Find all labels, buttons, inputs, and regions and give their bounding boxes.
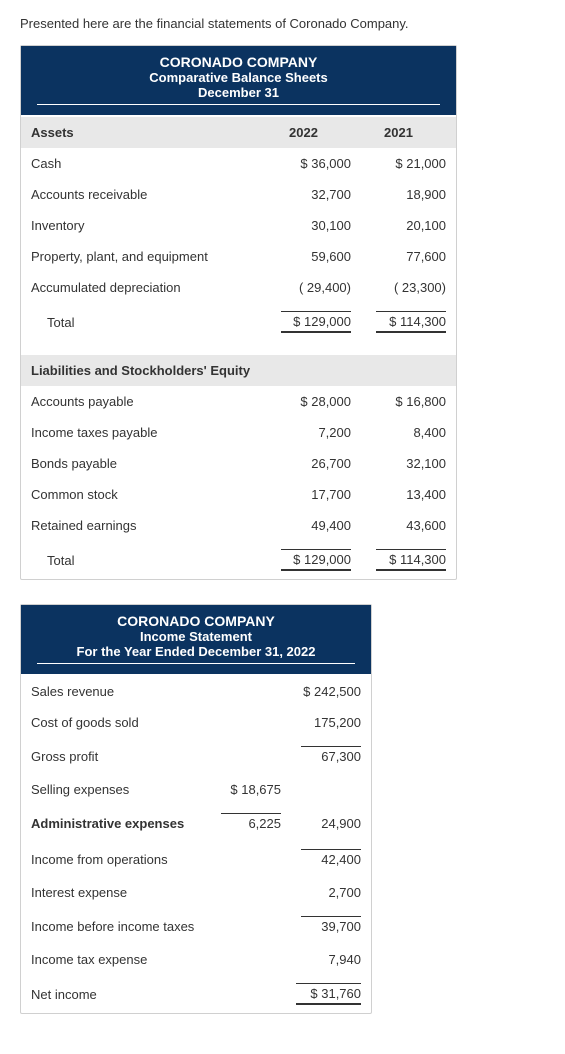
row-c2: 39,700 xyxy=(281,916,361,936)
table-row: Gross profit 67,300 xyxy=(21,738,371,774)
assets-heading: Assets xyxy=(31,125,256,140)
table-row-total: Net income $ 31,760 xyxy=(21,975,371,1013)
row-label: Interest expense xyxy=(31,885,206,900)
table-row: Sales revenue $ 242,500 xyxy=(21,676,371,707)
table-row: Accounts receivable 32,700 18,900 xyxy=(21,179,456,210)
row-2021: 43,600 xyxy=(351,518,446,533)
row-label: Cost of goods sold xyxy=(31,715,206,730)
row-2022: 17,700 xyxy=(256,487,351,502)
row-label: Income taxes payable xyxy=(31,425,256,440)
row-2022: 26,700 xyxy=(256,456,351,471)
row-2022: $ 129,000 xyxy=(256,311,351,333)
table-row: Selling expenses $ 18,675 xyxy=(21,774,371,805)
row-label: Administrative expenses xyxy=(31,816,206,831)
row-label: Accounts payable xyxy=(31,394,256,409)
row-label: Inventory xyxy=(31,218,256,233)
row-label: Sales revenue xyxy=(31,684,206,699)
row-2021: $ 114,300 xyxy=(351,311,446,333)
row-c2: 7,940 xyxy=(281,952,361,967)
is-header: CORONADO COMPANY Income Statement For th… xyxy=(21,605,371,676)
row-2021: $ 21,000 xyxy=(351,156,446,171)
row-2022: $ 36,000 xyxy=(256,156,351,171)
table-row: Inventory 30,100 20,100 xyxy=(21,210,456,241)
row-label: Common stock xyxy=(31,487,256,502)
table-row-total: Total $ 129,000 $ 114,300 xyxy=(21,303,456,341)
row-c2: $ 31,760 xyxy=(281,983,361,1005)
table-row: Interest expense 2,700 xyxy=(21,877,371,908)
row-2022: 7,200 xyxy=(256,425,351,440)
table-row: Income tax expense 7,940 xyxy=(21,944,371,975)
row-c2: 24,900 xyxy=(281,816,361,831)
table-row: Cash $ 36,000 $ 21,000 xyxy=(21,148,456,179)
row-2022: $ 28,000 xyxy=(256,394,351,409)
row-c2: $ 242,500 xyxy=(281,684,361,699)
is-date: For the Year Ended December 31, 2022 xyxy=(27,644,365,659)
row-label: Gross profit xyxy=(31,749,206,764)
row-label: Total xyxy=(31,315,256,330)
table-row: Administrative expenses 6,225 24,900 xyxy=(21,805,371,841)
row-label: Income before income taxes xyxy=(31,919,206,934)
row-2021: 20,100 xyxy=(351,218,446,233)
table-row: Common stock 17,700 13,400 xyxy=(21,479,456,510)
col-2022: 2022 xyxy=(256,125,351,140)
is-title: Income Statement xyxy=(27,629,365,644)
row-2022: ( 29,400) xyxy=(256,280,351,295)
row-2021: ( 23,300) xyxy=(351,280,446,295)
table-row: Retained earnings 49,400 43,600 xyxy=(21,510,456,541)
liab-heading: Liabilities and Stockholders' Equity xyxy=(21,355,456,386)
spacer xyxy=(21,341,456,355)
row-label: Property, plant, and equipment xyxy=(31,249,256,264)
balance-sheet-card: CORONADO COMPANY Comparative Balance She… xyxy=(20,45,457,580)
row-c2: 42,400 xyxy=(281,849,361,869)
row-label: Accounts receivable xyxy=(31,187,256,202)
table-row: Cost of goods sold 175,200 xyxy=(21,707,371,738)
row-label: Total xyxy=(31,553,256,568)
table-row: Income before income taxes 39,700 xyxy=(21,908,371,944)
table-row: Income from operations 42,400 xyxy=(21,841,371,877)
bs-header: CORONADO COMPANY Comparative Balance She… xyxy=(21,46,456,117)
row-2021: 13,400 xyxy=(351,487,446,502)
row-c1: $ 18,675 xyxy=(206,782,281,797)
intro-text: Presented here are the financial stateme… xyxy=(20,16,545,31)
row-2021: $ 16,800 xyxy=(351,394,446,409)
row-label: Accumulated depreciation xyxy=(31,280,256,295)
row-c2: 175,200 xyxy=(281,715,361,730)
row-label: Cash xyxy=(31,156,256,171)
row-2021: 8,400 xyxy=(351,425,446,440)
row-label: Net income xyxy=(31,987,206,1002)
row-2022: 32,700 xyxy=(256,187,351,202)
col-2021: 2021 xyxy=(351,125,446,140)
row-label: Bonds payable xyxy=(31,456,256,471)
bs-date: December 31 xyxy=(27,85,450,100)
bs-title: Comparative Balance Sheets xyxy=(27,70,450,85)
row-2021: $ 114,300 xyxy=(351,549,446,571)
row-label: Income tax expense xyxy=(31,952,206,967)
bs-col-header: Assets 2022 2021 xyxy=(21,117,456,148)
row-c2: 2,700 xyxy=(281,885,361,900)
row-2022: 49,400 xyxy=(256,518,351,533)
row-c2: 67,300 xyxy=(281,746,361,766)
table-row: Income taxes payable 7,200 8,400 xyxy=(21,417,456,448)
row-2022: $ 129,000 xyxy=(256,549,351,571)
table-row: Bonds payable 26,700 32,100 xyxy=(21,448,456,479)
row-2022: 59,600 xyxy=(256,249,351,264)
table-row: Accumulated depreciation ( 29,400) ( 23,… xyxy=(21,272,456,303)
is-company: CORONADO COMPANY xyxy=(27,613,365,629)
row-2022: 30,100 xyxy=(256,218,351,233)
row-label: Selling expenses xyxy=(31,782,206,797)
row-label: Income from operations xyxy=(31,852,206,867)
table-row-total: Total $ 129,000 $ 114,300 xyxy=(21,541,456,579)
row-label: Retained earnings xyxy=(31,518,256,533)
income-statement-card: CORONADO COMPANY Income Statement For th… xyxy=(20,604,372,1014)
row-2021: 77,600 xyxy=(351,249,446,264)
table-row: Property, plant, and equipment 59,600 77… xyxy=(21,241,456,272)
row-2021: 32,100 xyxy=(351,456,446,471)
table-row: Accounts payable $ 28,000 $ 16,800 xyxy=(21,386,456,417)
bs-company: CORONADO COMPANY xyxy=(27,54,450,70)
row-c1: 6,225 xyxy=(206,813,281,833)
row-2021: 18,900 xyxy=(351,187,446,202)
